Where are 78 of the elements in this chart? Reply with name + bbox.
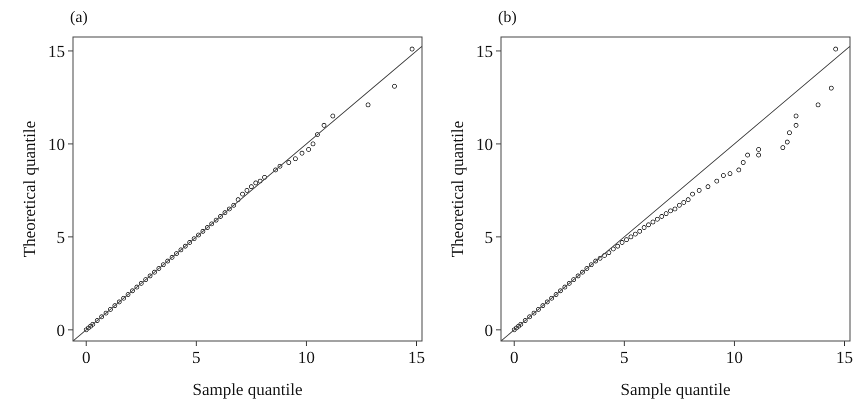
y-axis-title: Theoretical quantile (20, 120, 39, 258)
point (222, 210, 228, 216)
point (306, 147, 312, 152)
point (200, 228, 206, 234)
y-axis-title: Theoretical quantile (448, 120, 466, 258)
x-axis-title: Sample quantile (620, 380, 730, 399)
x-tick-label: 10 (298, 348, 315, 367)
x-tick-label: 0 (509, 348, 518, 367)
point (126, 292, 130, 297)
point (292, 156, 298, 162)
y-tick-label: 15 (48, 42, 65, 61)
point (99, 314, 104, 320)
point (248, 184, 254, 190)
point (322, 122, 326, 128)
y-tick-label: 0 (484, 320, 492, 340)
y-tick-label: 15 (476, 42, 492, 61)
point (104, 310, 108, 316)
point (165, 258, 170, 264)
point (108, 306, 113, 312)
y-tick-label: 5 (56, 228, 65, 247)
point (410, 46, 414, 52)
point (214, 218, 219, 223)
point (148, 274, 152, 278)
point (160, 262, 166, 268)
point (196, 232, 201, 238)
point (88, 324, 94, 329)
point (262, 174, 267, 180)
point (273, 168, 278, 172)
chart-title: (a) (70, 9, 88, 26)
y-tick-label: 5 (484, 228, 492, 247)
y-tick-label: 0 (56, 320, 65, 340)
point (112, 303, 118, 308)
point (392, 84, 397, 89)
x-tick-label: 15 (408, 348, 425, 367)
point (330, 114, 336, 118)
x-tick-label: 5 (620, 348, 628, 367)
point (310, 142, 316, 146)
point (226, 206, 232, 212)
point (231, 202, 236, 208)
y-tick-label: 10 (476, 134, 492, 154)
point (156, 266, 162, 271)
point (182, 244, 188, 249)
point (278, 164, 282, 169)
point (134, 284, 140, 290)
point (90, 322, 96, 327)
x-tick-label: 5 (192, 348, 201, 367)
point (236, 197, 241, 202)
x-tick-label: 10 (725, 348, 742, 367)
point (143, 277, 148, 282)
x-tick-label: 15 (835, 348, 852, 367)
point (218, 214, 223, 219)
point (258, 178, 263, 184)
point (240, 192, 245, 197)
x-axis-title: Sample quantile (192, 380, 303, 399)
point (300, 150, 304, 156)
point (84, 327, 89, 332)
point (286, 160, 292, 165)
point (170, 254, 174, 260)
point (253, 180, 258, 186)
x-tick-label: 0 (82, 348, 90, 367)
point (366, 102, 370, 108)
point (174, 251, 179, 256)
chart-title: (b) (498, 9, 516, 26)
point (152, 270, 157, 275)
point (94, 318, 100, 323)
point (204, 225, 210, 230)
point (244, 188, 250, 193)
point (187, 240, 192, 245)
point (116, 300, 122, 304)
point (86, 326, 91, 330)
point (138, 280, 144, 286)
point (121, 296, 126, 301)
y-tick-label: 10 (48, 134, 65, 154)
point (192, 236, 197, 242)
point (178, 247, 184, 252)
point (209, 221, 214, 226)
point (315, 132, 320, 138)
point (130, 288, 135, 294)
